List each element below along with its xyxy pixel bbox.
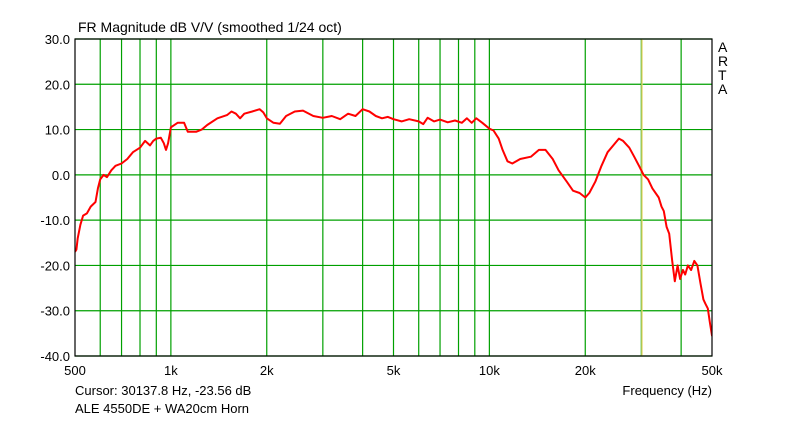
y-tick-labels: 30.0 20.0 10.0 0.0 -10.0 -20.0 -30.0 -40.0 <box>40 32 70 364</box>
y-tick-label-1: 20.0 <box>45 77 70 92</box>
chart-title: FR Magnitude dB V/V (smoothed 1/24 oct) <box>78 19 342 35</box>
x-tick-label-2: 2k <box>260 363 274 378</box>
x-tick-label-6: 50k <box>702 363 723 378</box>
measurement-description: ALE 4550DE + WA20cm Horn <box>75 401 249 416</box>
x-tick-label-3: 5k <box>387 363 401 378</box>
y-tick-label-7: -40.0 <box>40 349 70 364</box>
x-tick-labels: 500 1k 2k 5k 10k 20k 50k <box>64 363 723 378</box>
y-tick-label-6: -30.0 <box>40 304 70 319</box>
y-tick-label-4: -10.0 <box>40 213 70 228</box>
x-tick-label-1: 1k <box>164 363 178 378</box>
plot-frame <box>74 38 713 357</box>
arta-label-r: R <box>718 53 728 69</box>
plot-area <box>75 108 712 337</box>
arta-label-t: T <box>718 67 727 83</box>
x-tick-label-0: 500 <box>64 363 86 378</box>
arta-label-a1: A <box>718 39 728 55</box>
y-tick-label-5: -20.0 <box>40 258 70 273</box>
y-tick-label-0: 30.0 <box>45 32 70 47</box>
cursor-readout: Cursor: 30137.8 Hz, -23.56 dB <box>75 383 251 398</box>
x-tick-label-5: 20k <box>575 363 596 378</box>
fr-magnitude-trace-0 <box>75 108 712 337</box>
x-tick-label-4: 10k <box>479 363 500 378</box>
y-tick-label-3: 0.0 <box>52 168 70 183</box>
x-axis-label: Frequency (Hz) <box>622 383 712 398</box>
x-gridlines <box>99 39 682 356</box>
arta-label-a2: A <box>718 81 728 97</box>
y-tick-label-2: 10.0 <box>45 123 70 138</box>
